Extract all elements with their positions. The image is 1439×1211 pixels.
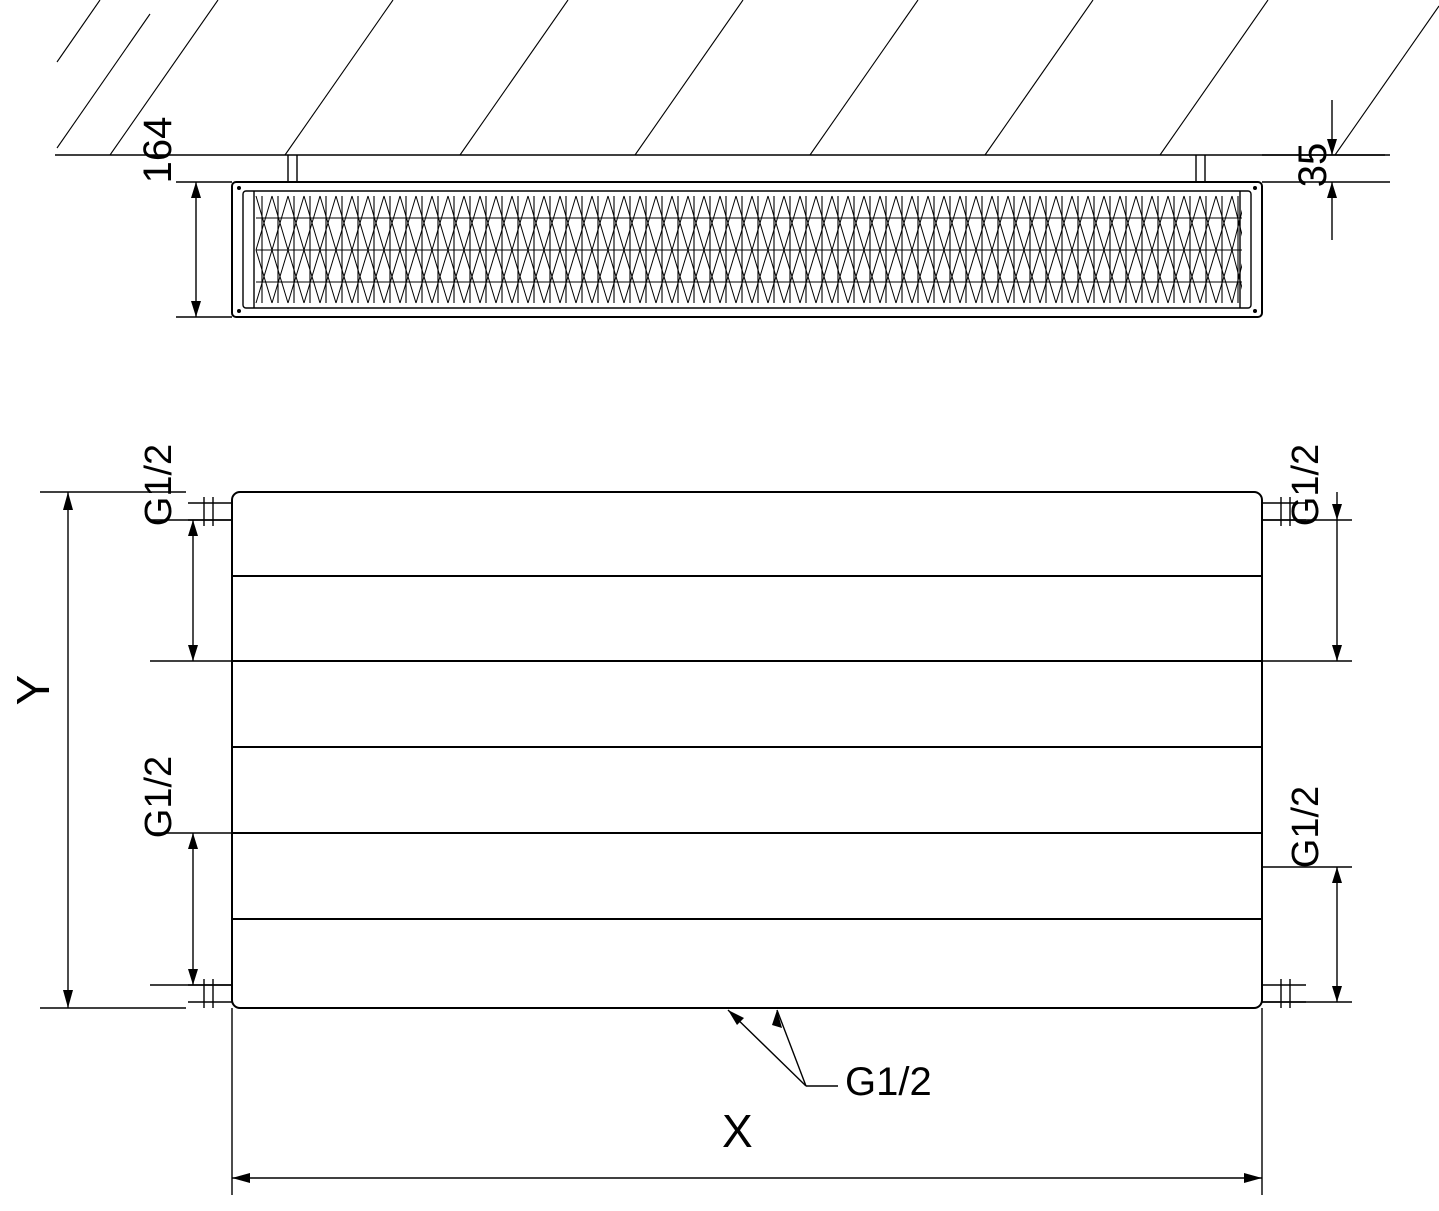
leader-g12-bottom-center	[727, 1009, 838, 1087]
dimension-x	[231, 1008, 1263, 1195]
convector-fin-pattern	[255, 195, 1242, 304]
dimension-label-y: Y	[7, 674, 59, 706]
connection-label-bottom-center: G1/2	[845, 1060, 932, 1104]
dimension-y	[40, 491, 186, 1009]
dimension-g12-bottom-right	[1262, 866, 1352, 1003]
connection-stub-bottom-left	[188, 979, 232, 1008]
connection-label-top-right: G1/2	[1285, 443, 1327, 527]
dimension-g12-top-left	[150, 519, 232, 662]
connection-label-top-left: G1/2	[138, 443, 180, 527]
connection-stub-top-left	[188, 497, 232, 526]
dimension-label-35: 35	[1291, 142, 1335, 188]
dimension-g12-bottom-left	[150, 832, 232, 986]
front-view-panel	[231, 491, 1263, 1009]
wall-bracket-left	[287, 155, 298, 182]
dimension-label-x: X	[722, 1105, 753, 1157]
wall-hatching-group	[55, 0, 1439, 156]
dimension-g12-top-right	[1262, 492, 1352, 662]
connection-label-bottom-right: G1/2	[1285, 785, 1327, 869]
dimension-164	[176, 181, 232, 318]
dimension-label-164: 164	[136, 116, 180, 184]
dimension-35	[1262, 100, 1390, 240]
connection-label-bottom-left: G1/2	[138, 755, 180, 839]
wall-bracket-right	[1195, 155, 1206, 182]
connection-stub-bottom-right	[1262, 979, 1306, 1008]
